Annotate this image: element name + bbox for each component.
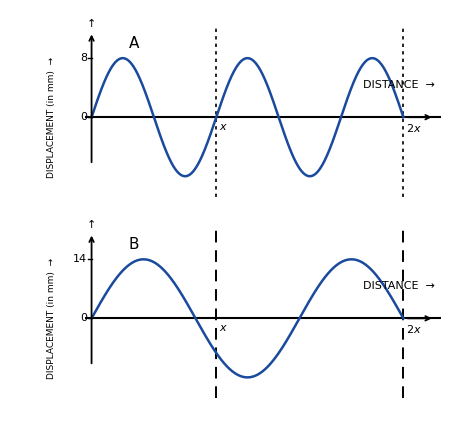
Text: DISPLACEMENT (in mm)  →: DISPLACEMENT (in mm) → <box>46 56 55 178</box>
Text: $2x$: $2x$ <box>406 122 422 134</box>
Text: DISTANCE  →: DISTANCE → <box>363 80 435 90</box>
Text: 0: 0 <box>80 313 87 323</box>
Text: $2x$: $2x$ <box>406 323 422 335</box>
Text: A: A <box>129 36 139 51</box>
Text: 14: 14 <box>73 254 87 265</box>
Text: $x$: $x$ <box>219 323 228 333</box>
Text: DISTANCE  →: DISTANCE → <box>363 281 435 291</box>
Text: B: B <box>129 237 139 252</box>
Text: 8: 8 <box>80 53 87 63</box>
Text: DISPLACEMENT (in mm)  →: DISPLACEMENT (in mm) → <box>46 258 55 379</box>
Text: 0: 0 <box>80 112 87 122</box>
Text: $x$: $x$ <box>219 122 228 132</box>
Text: ↑: ↑ <box>87 19 96 29</box>
Text: ↑: ↑ <box>87 220 96 230</box>
